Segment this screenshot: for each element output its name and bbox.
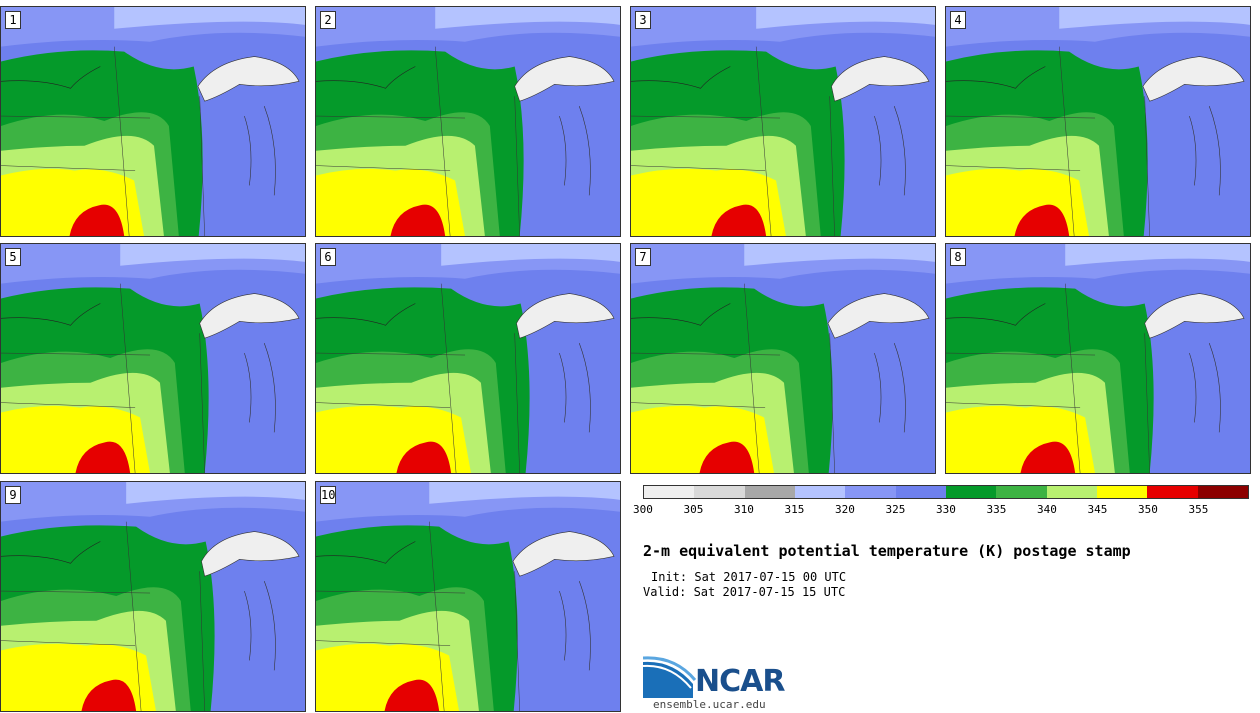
- logo-url: ensemble.ucar.edu: [653, 698, 766, 711]
- ncar-logo-icon: [643, 656, 697, 698]
- ensemble-member-panel: 1: [0, 6, 306, 237]
- panel-number: 1: [5, 11, 21, 29]
- figure-title: 2-m equivalent potential temperature (K)…: [643, 542, 1131, 560]
- ensemble-member-panel: 4: [945, 6, 1251, 237]
- colorbar: [643, 485, 1249, 499]
- panel-number: 2: [320, 11, 336, 29]
- colorbar-swatch: [1046, 486, 1097, 498]
- panel-number: 9: [5, 486, 21, 504]
- colorbar-tick-label: 355: [1188, 503, 1209, 516]
- colorbar-tick-label: 330: [936, 503, 956, 516]
- colorbar-tick-label: 335: [986, 503, 1007, 516]
- ensemble-member-panel: 9: [0, 481, 306, 712]
- colorbar-tick-label: 305: [683, 503, 704, 516]
- colorbar-swatch: [1197, 486, 1248, 498]
- ensemble-member-panel: 2: [315, 6, 621, 237]
- panel-number: 4: [950, 11, 966, 29]
- colorbar-swatch: [996, 486, 1047, 498]
- colorbar-tick-label: 300: [633, 503, 653, 516]
- colorbar-tick-label: 310: [734, 503, 754, 516]
- ensemble-member-panel: 8: [945, 243, 1251, 474]
- colorbar-swatch: [694, 486, 745, 498]
- ensemble-member-panel: 7: [630, 243, 936, 474]
- panel-number: 10: [320, 486, 336, 504]
- panel-number: 5: [5, 248, 21, 266]
- colorbar-swatch: [1096, 486, 1148, 498]
- ensemble-member-panel: 3: [630, 6, 936, 237]
- ensemble-member-panel: 5: [0, 243, 306, 474]
- colorbar-swatch: [794, 486, 846, 498]
- colorbar-tick-label: 315: [784, 503, 805, 516]
- valid-time: Valid: Sat 2017-07-15 15 UTC: [643, 585, 846, 599]
- panel-number: 3: [635, 11, 651, 29]
- colorbar-swatch: [895, 486, 946, 498]
- logo-name: NCAR: [695, 664, 785, 699]
- ensemble-member-panel: 6: [315, 243, 621, 474]
- colorbar-tick-label: 325: [885, 503, 906, 516]
- colorbar-swatch: [1147, 486, 1198, 498]
- panel-number: 7: [635, 248, 651, 266]
- colorbar-tick-label: 350: [1138, 503, 1158, 516]
- colorbar-swatch: [845, 486, 896, 498]
- init-time: Init: Sat 2017-07-15 00 UTC: [651, 570, 847, 584]
- panel-number: 8: [950, 248, 966, 266]
- colorbar-tick-labels: 300 305 310 315 320 325 330 335 340 345 350 355: [633, 503, 1253, 517]
- colorbar-tick-label: 345: [1087, 503, 1108, 516]
- colorbar-tick-label: 320: [835, 503, 855, 516]
- panel-number: 6: [320, 248, 336, 266]
- colorbar-swatch: [644, 486, 695, 498]
- colorbar-swatch: [945, 486, 997, 498]
- colorbar-swatch: [744, 486, 795, 498]
- ensemble-member-panel: 10: [315, 481, 621, 712]
- colorbar-tick-label: 340: [1037, 503, 1057, 516]
